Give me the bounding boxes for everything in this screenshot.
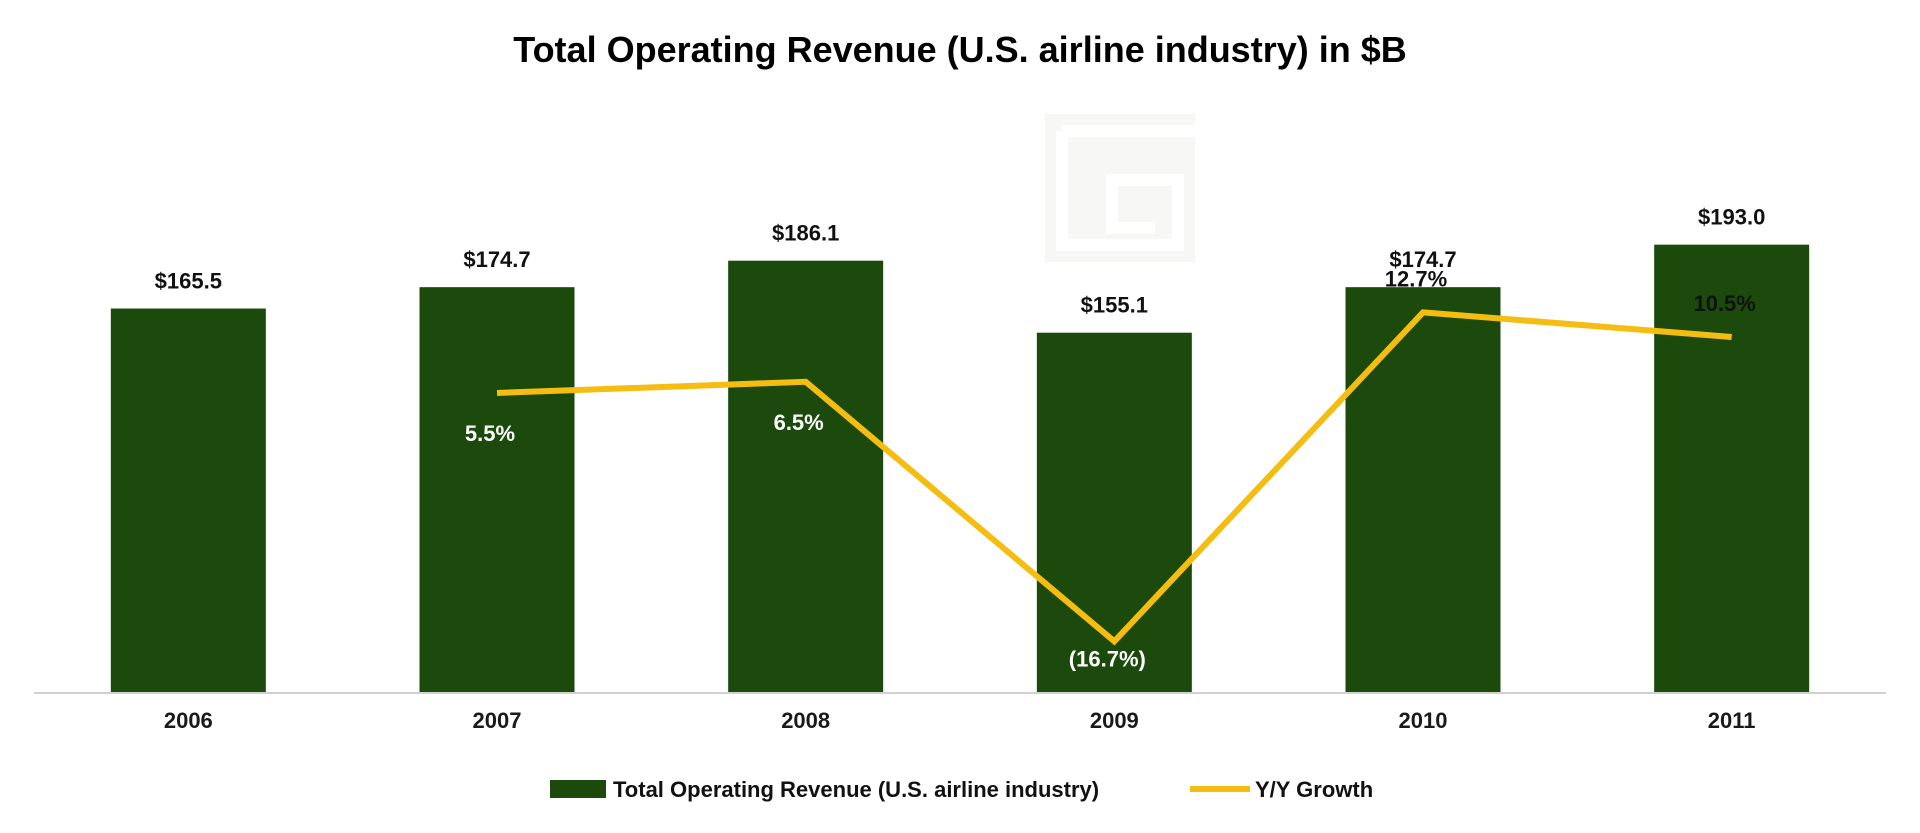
bar-value-label-2009: $155.1 <box>1081 293 1148 318</box>
bar-value-label-2007: $174.7 <box>463 247 530 272</box>
growth-line <box>496 309 1732 646</box>
bar-series <box>110 244 1810 693</box>
bar-2009 <box>1036 332 1192 693</box>
bar-2006 <box>110 308 266 693</box>
x-tick-2007: 2007 <box>473 708 522 733</box>
bar-2007 <box>419 287 575 693</box>
x-tick-2010: 2010 <box>1399 708 1448 733</box>
bar-2010 <box>1345 287 1501 693</box>
legend-bar-swatch <box>550 780 606 798</box>
x-tick-2008: 2008 <box>781 708 830 733</box>
growth-label-2007: 5.5% <box>465 421 515 446</box>
growth-label-2011: 10.5% <box>1693 291 1755 316</box>
watermark-logo <box>1045 114 1195 262</box>
legend: Total Operating Revenue (U.S. airline in… <box>550 777 1373 802</box>
bar-2008 <box>728 260 884 693</box>
x-axis-ticks: 2006 2007 2008 2009 2010 2011 <box>164 708 1756 733</box>
bar-value-label-2008: $186.1 <box>772 221 839 246</box>
x-tick-2011: 2011 <box>1708 708 1756 733</box>
bar-value-label-2011: $193.0 <box>1698 205 1765 230</box>
bar-value-labels: $165.5 $174.7 $186.1 $155.1 $174.7 $193.0 <box>155 205 1766 318</box>
chart-title: Total Operating Revenue (U.S. airline in… <box>513 29 1406 70</box>
legend-bar-label: Total Operating Revenue (U.S. airline in… <box>613 777 1099 802</box>
bar-value-label-2010: $174.7 <box>1389 247 1456 272</box>
bar-2011 <box>1654 244 1810 693</box>
growth-label-2010: 12.7% <box>1385 266 1447 291</box>
legend-line-label: Y/Y Growth <box>1255 777 1373 802</box>
bar-value-label-2006: $165.5 <box>155 269 222 294</box>
x-tick-2009: 2009 <box>1090 708 1139 733</box>
growth-value-labels: 5.5% 6.5% (16.7%) 12.7% 10.5% <box>465 266 1756 671</box>
x-tick-2006: 2006 <box>164 708 213 733</box>
growth-label-2008: 6.5% <box>774 410 824 435</box>
growth-line-series <box>496 309 1732 646</box>
growth-label-2009: (16.7%) <box>1069 646 1146 671</box>
